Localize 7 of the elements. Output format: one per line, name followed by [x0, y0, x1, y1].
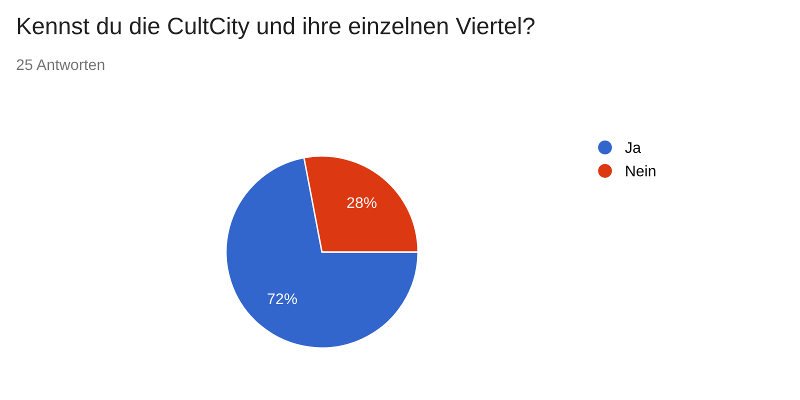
legend-label: Nein [626, 165, 656, 176]
legend-label: Ja [625, 142, 642, 153]
pie-slice [225, 157, 419, 349]
text: 25 Antworten [16, 59, 104, 70]
chart-title: Kennst du die CultCity und ihre einzelnen Viertel? [18, 16, 534, 40]
data-label: 28% [347, 197, 377, 208]
data-label: 72% [268, 293, 297, 304]
